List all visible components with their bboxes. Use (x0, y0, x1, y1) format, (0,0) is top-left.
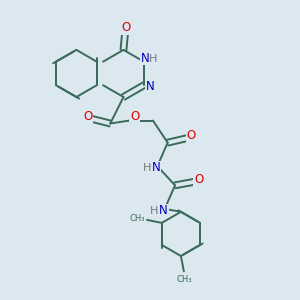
Text: N: N (159, 204, 168, 217)
Text: N: N (146, 80, 155, 93)
Text: CH₃: CH₃ (176, 275, 192, 284)
Text: O: O (83, 110, 93, 123)
Text: O: O (194, 173, 203, 186)
Text: H: H (148, 54, 157, 64)
Text: N: N (141, 52, 150, 64)
Text: N: N (152, 161, 161, 175)
Text: H: H (150, 206, 159, 216)
Text: H: H (143, 163, 151, 173)
Text: O: O (187, 129, 196, 142)
Text: O: O (130, 110, 139, 123)
Text: O: O (121, 21, 130, 34)
Text: CH₃: CH₃ (129, 214, 145, 223)
